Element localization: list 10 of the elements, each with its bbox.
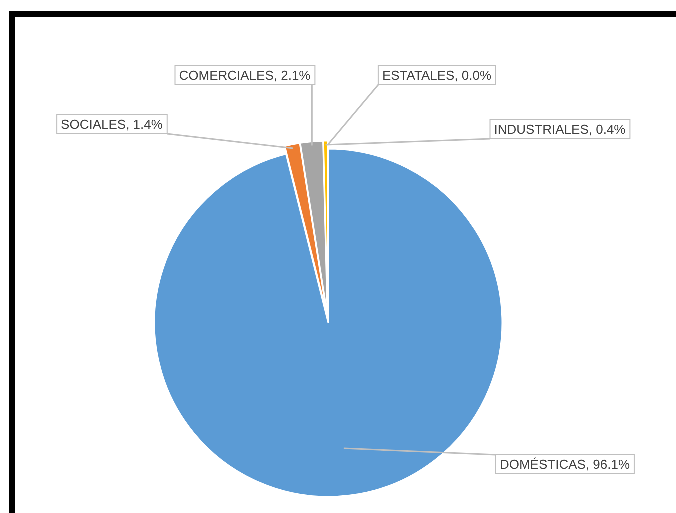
slice-label: COMERCIALES bbox=[179, 68, 274, 83]
data-label: , 96.1% bbox=[586, 457, 630, 472]
slice-label: INDUSTRIALES bbox=[494, 122, 590, 137]
data-label: , 1.4% bbox=[126, 117, 164, 132]
slice-label: SOCIALES bbox=[61, 117, 126, 132]
slice-label: DOMÉSTICAS bbox=[500, 457, 586, 472]
data-label: , 2.1% bbox=[274, 68, 312, 83]
data-label: , 0.4% bbox=[588, 122, 626, 137]
category-label: ESTATALES bbox=[382, 68, 455, 83]
text: , 0.0% bbox=[454, 68, 492, 83]
